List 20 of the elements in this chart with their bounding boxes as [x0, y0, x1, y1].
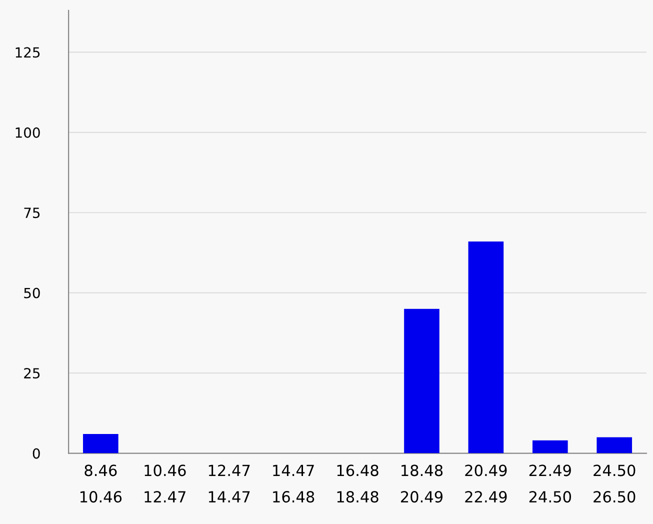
x-tick-label: 16.48 18.48 — [337, 464, 378, 503]
y-tick-label: 125 — [16, 47, 40, 58]
bar — [532, 440, 568, 454]
y-tick-label: 25 — [24, 368, 40, 379]
bar — [404, 308, 440, 454]
y-tick-label: 0 — [32, 448, 40, 459]
x-tick-label: 12.47 14.47 — [208, 464, 250, 502]
y-tick-label: 50 — [24, 288, 40, 298]
x-tick-label: 22.49 24.50 — [529, 464, 572, 503]
x-tick-label: 14.47 16.48 — [273, 464, 314, 503]
x-tick-label: 24.50 26.50 — [594, 464, 636, 503]
x-tick-label: 8.46 10.46 — [80, 464, 122, 503]
y-tick-label: 75 — [24, 208, 40, 218]
x-tick-label: 18.48 20.49 — [400, 464, 443, 503]
x-tick-label: 20.49 22.49 — [465, 464, 507, 503]
bar — [596, 437, 632, 454]
bar — [83, 434, 118, 454]
y-tick-label: 100 — [16, 127, 40, 138]
bar — [468, 241, 504, 454]
x-tick-label: 10.46 12.47 — [144, 464, 186, 502]
